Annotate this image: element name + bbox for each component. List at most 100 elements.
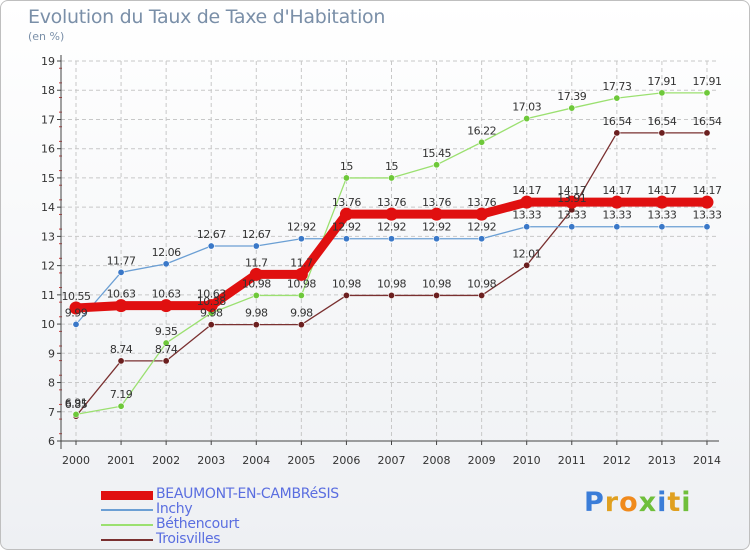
x-tick-label: 2004 [242, 454, 270, 467]
data-label: 12.92 [287, 221, 316, 234]
data-label: 13.33 [557, 209, 586, 222]
data-point [478, 291, 486, 299]
data-label: 12.06 [152, 246, 181, 259]
data-label: 14.17 [647, 184, 676, 197]
y-tick-label: 8 [48, 377, 55, 390]
logo-letter: i [657, 487, 668, 518]
data-point [523, 115, 531, 123]
data-label: 16.22 [467, 124, 496, 137]
data-point [478, 235, 486, 243]
data-label: 10.55 [62, 290, 91, 303]
data-label: 12.92 [377, 221, 406, 234]
data-point [703, 223, 711, 231]
data-point [658, 223, 666, 231]
data-point [568, 223, 576, 231]
data-point [478, 138, 486, 146]
data-label: 17.73 [602, 80, 631, 93]
data-point [252, 321, 260, 329]
data-label: 12.92 [332, 221, 361, 234]
logo-letter: P [584, 487, 605, 518]
x-tick-label: 2002 [152, 454, 180, 467]
y-tick-label: 11 [41, 289, 55, 302]
data-point [433, 291, 441, 299]
data-label: 13.33 [512, 209, 541, 222]
x-tick-label: 2009 [468, 454, 496, 467]
data-label: 13.33 [692, 209, 721, 222]
data-point [162, 260, 170, 268]
data-label: 13.76 [467, 196, 496, 209]
data-point [117, 402, 125, 410]
data-label: 14.17 [512, 184, 541, 197]
y-tick-label: 12 [41, 260, 55, 273]
data-label: 12.67 [197, 228, 226, 241]
data-point [655, 195, 669, 209]
data-point [342, 291, 350, 299]
data-point [610, 195, 624, 209]
data-point [207, 242, 215, 250]
data-label: 11.7 [290, 256, 313, 269]
data-label: 15 [340, 160, 353, 173]
data-label: 10.98 [422, 277, 451, 290]
x-tick-label: 2001 [107, 454, 135, 467]
y-tick-label: 7 [48, 406, 55, 419]
chart-unit: (en %) [28, 30, 65, 43]
proxiti-logo: Proxiti [584, 487, 692, 518]
data-point [523, 261, 531, 269]
data-label: 13.76 [422, 196, 451, 209]
legend-label: Inchy [156, 501, 193, 517]
data-label: 12.01 [512, 247, 541, 260]
data-point [162, 339, 170, 347]
grid [61, 60, 719, 442]
data-label: 10.63 [152, 288, 181, 301]
chart-title: Evolution du Taux de Taxe d'Habitation [28, 6, 386, 28]
data-label: 8.74 [155, 343, 178, 356]
data-label: 12.67 [242, 228, 271, 241]
data-point [433, 235, 441, 243]
data-point [700, 195, 714, 209]
x-tick-label: 2006 [332, 454, 360, 467]
data-labels: 6.85 8.74 8.74 9.98 9.98 9.98 10.98 10.98 10.98 1… [62, 75, 723, 411]
legend-swatch [101, 491, 153, 500]
data-point [342, 235, 350, 243]
data-label: 6.85 [65, 398, 88, 411]
data-point [207, 321, 215, 329]
data-label: 7.19 [110, 388, 133, 401]
data-label: 10.98 [332, 277, 361, 290]
data-point [297, 291, 305, 299]
data-point [568, 104, 576, 112]
data-label: 14.17 [692, 184, 721, 197]
data-point [703, 89, 711, 97]
data-point [384, 207, 398, 221]
y-tick-label: 6 [48, 435, 55, 448]
logo-letter: i [681, 487, 692, 518]
data-point [252, 291, 260, 299]
data-label: 9.98 [245, 307, 268, 320]
data-point [342, 174, 350, 182]
data-label: 11.7 [245, 256, 268, 269]
y-tick-label: 14 [41, 201, 55, 214]
data-label: 13.76 [377, 196, 406, 209]
data-point [565, 195, 579, 209]
data-label: 8.74 [110, 343, 133, 356]
data-point [613, 129, 621, 137]
data-label: 17.39 [557, 90, 586, 103]
data-label: 16.54 [692, 115, 721, 128]
data-label: 9.99 [65, 306, 88, 319]
data-point [159, 299, 173, 313]
data-point [297, 321, 305, 329]
data-label: 9.35 [155, 325, 178, 338]
legend-swatch [101, 509, 153, 511]
y-tick-label: 10 [41, 318, 55, 331]
data-label: 12.92 [467, 221, 496, 234]
y-tick-label: 18 [41, 84, 55, 97]
data-label: 10.98 [242, 277, 271, 290]
data-label: 13.76 [332, 196, 361, 209]
data-label: 10.98 [377, 277, 406, 290]
legend-label: BEAUMONT-EN-CAMBRéSIS [156, 486, 339, 502]
data-point [249, 267, 263, 281]
data-label: 15.45 [422, 147, 451, 160]
x-tick-label: 2011 [558, 454, 586, 467]
data-label: 10.63 [107, 288, 136, 301]
